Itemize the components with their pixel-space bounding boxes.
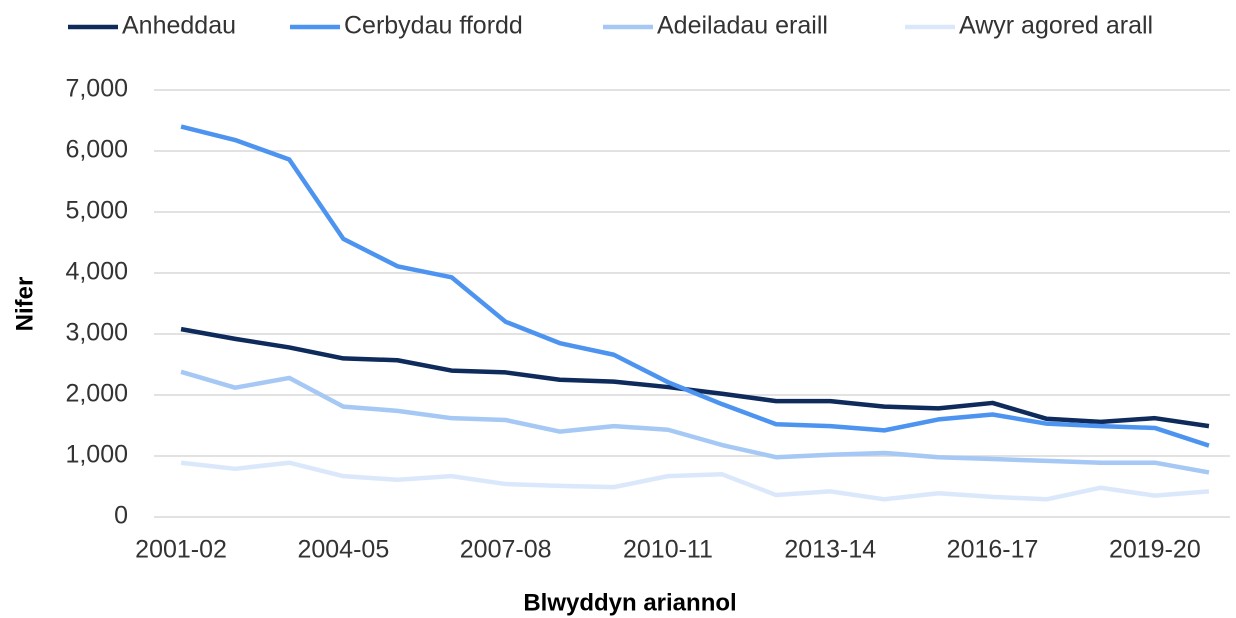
y-tick-label: 2,000	[65, 380, 128, 408]
y-tick-label: 6,000	[65, 136, 128, 164]
legend-label: Awyr agored arall	[959, 12, 1153, 40]
y-tick-label: 0	[114, 502, 128, 530]
x-tick-label: 2019-20	[1109, 536, 1201, 564]
x-tick-label: 2016-17	[947, 536, 1039, 564]
x-tick-label: 2004-05	[297, 536, 389, 564]
series-line	[180, 460, 1210, 502]
legend-label: Anheddau	[122, 12, 236, 40]
y-tick-label: 5,000	[65, 197, 128, 225]
legend-label: Adeiladau eraill	[657, 12, 828, 40]
x-tick-label: 2001-02	[135, 536, 227, 564]
series-line	[180, 326, 1210, 429]
y-tick-label: 3,000	[65, 319, 128, 347]
x-tick-label: 2007-08	[460, 536, 552, 564]
x-axis-title: Blwyddyn ariannol	[523, 589, 736, 616]
series-line	[180, 124, 1210, 448]
legend-label: Cerbydau ffordd	[344, 12, 523, 40]
series-line	[180, 369, 1210, 475]
x-tick-label: 2013-14	[784, 536, 876, 564]
x-tick-label: 2010-11	[623, 536, 713, 564]
y-tick-label: 4,000	[65, 258, 128, 286]
y-tick-label: 7,000	[65, 75, 128, 103]
y-tick-label: 1,000	[65, 441, 128, 469]
y-axis-title: Nifer	[11, 277, 38, 332]
